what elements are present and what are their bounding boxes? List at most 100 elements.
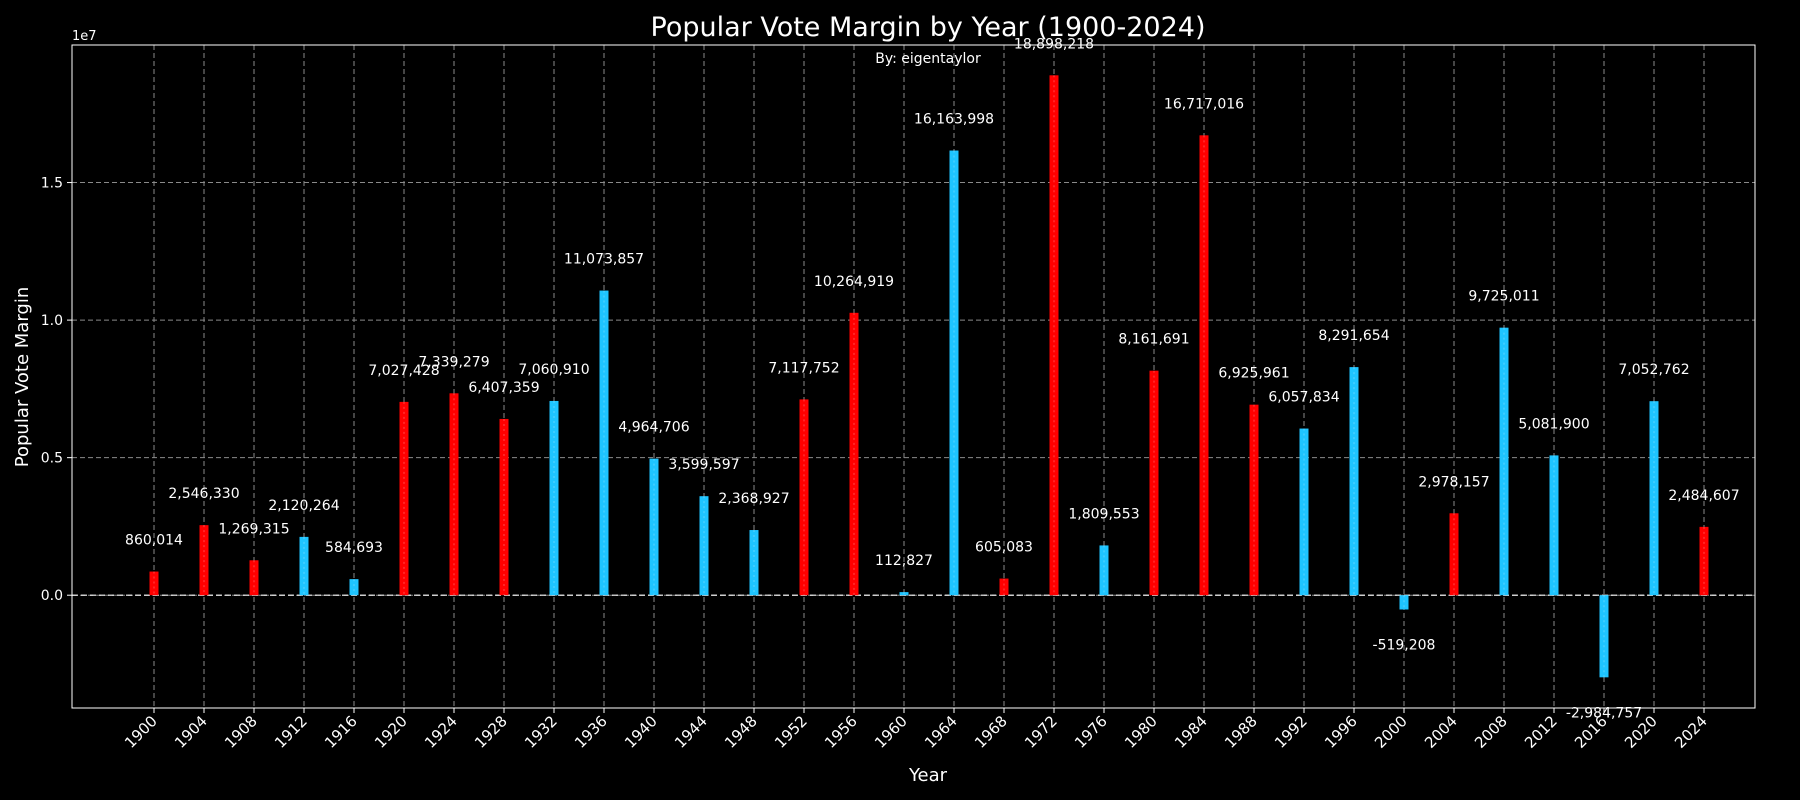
y-tick-label: 1.0 [41, 313, 63, 329]
bar-1972 [1049, 75, 1059, 596]
value-label-1996: 8,291,654 [1318, 328, 1389, 344]
bar-1916 [349, 579, 359, 596]
x-tick-label: 1948 [721, 712, 761, 752]
bar-2012 [1549, 455, 1559, 596]
value-label-1936: 11,073,857 [564, 252, 644, 268]
x-tick-label: 2012 [1521, 712, 1561, 752]
x-tick-label: 1940 [621, 712, 661, 752]
value-labels: 860,014 2,546,330 1,269,315 2,120,264 584,69… [125, 36, 1740, 721]
value-label-2012: 5,081,900 [1518, 416, 1589, 432]
value-label-1960: 112,827 [875, 553, 933, 569]
bar-1956 [849, 312, 859, 596]
bar-1952 [799, 399, 809, 596]
value-label-1952: 7,117,752 [768, 360, 839, 376]
value-label-1972: 18,898,218 [1014, 36, 1094, 52]
value-label-1976: 1,809,553 [1068, 506, 1139, 522]
value-label-1984: 16,717,016 [1164, 96, 1244, 112]
value-label-1988: 6,925,961 [1218, 366, 1289, 382]
x-tick-label: 1964 [921, 712, 961, 752]
x-tick-label: 1960 [871, 712, 911, 752]
x-tick-label: 1932 [521, 712, 561, 752]
value-label-1964: 16,163,998 [914, 112, 994, 128]
value-label-1940: 4,964,706 [618, 420, 689, 436]
axes: 0.0 0.5 1.0 1.5 1900 1904 1908 1912 1916 1920 1924… [41, 176, 1711, 752]
bar-1900 [149, 571, 159, 596]
bar-2024 [1699, 526, 1709, 596]
x-tick-label: 1984 [1171, 712, 1211, 752]
value-label-1968: 605,083 [975, 540, 1033, 556]
bar-2000 [1399, 595, 1409, 610]
bar-2008 [1499, 327, 1509, 596]
chart-subtitle: By: eigentaylor [875, 51, 981, 67]
bar-1984 [1199, 135, 1209, 596]
x-tick-label: 1988 [1221, 712, 1261, 752]
x-tick-label: 2000 [1371, 712, 1411, 752]
value-label-1916: 584,693 [325, 540, 383, 556]
value-label-1928: 6,407,359 [468, 380, 539, 396]
value-label-2008: 9,725,011 [1468, 289, 1539, 305]
bar-1996 [1349, 367, 1359, 596]
bar-1976 [1099, 545, 1109, 596]
value-label-2004: 2,978,157 [1418, 474, 1489, 490]
value-label-1912: 2,120,264 [268, 498, 339, 514]
x-tick-label: 1956 [821, 712, 861, 752]
x-tick-label: 1992 [1271, 712, 1311, 752]
bar-1912 [299, 536, 309, 596]
y-tick-label: 0.5 [41, 451, 63, 467]
x-tick-label: 1972 [1021, 712, 1061, 752]
value-label-1956: 10,264,919 [814, 274, 894, 290]
value-label-2024: 2,484,607 [1668, 488, 1739, 504]
x-tick-label: 1968 [971, 712, 1011, 752]
value-label-2000: -519,208 [1373, 637, 1436, 653]
chart-title: Popular Vote Margin by Year (1900-2024) [651, 12, 1206, 43]
x-tick-label: 1912 [271, 712, 311, 752]
y-tick-label: 1.5 [41, 176, 63, 192]
x-tick-label: 1944 [671, 712, 711, 752]
x-tick-label: 1900 [121, 712, 161, 752]
x-tick-label: 2024 [1671, 712, 1711, 752]
value-label-2020: 7,052,762 [1618, 362, 1689, 378]
x-tick-label: 2004 [1421, 712, 1461, 752]
bar-1920 [399, 401, 409, 596]
value-label-1992: 6,057,834 [1268, 390, 1339, 406]
bar-1904 [199, 525, 209, 596]
bar-1964 [949, 150, 959, 596]
bar-2020 [1649, 401, 1659, 596]
bar-1988 [1249, 404, 1259, 596]
x-tick-label: 1904 [171, 712, 211, 752]
bar-1944 [699, 496, 709, 596]
x-tick-label: 1980 [1121, 712, 1161, 752]
bar-1980 [1149, 370, 1159, 596]
bar-2016 [1599, 595, 1609, 678]
x-tick-label: 1936 [571, 712, 611, 752]
y-tick-label: 0.0 [41, 588, 63, 604]
bar-1924 [449, 393, 459, 596]
value-label-1932: 7,060,910 [518, 362, 589, 378]
value-label-1924: 7,339,279 [418, 354, 489, 370]
value-label-1920: 7,027,428 [368, 363, 439, 379]
x-tick-label: 1996 [1321, 712, 1361, 752]
x-tick-label: 1916 [321, 712, 361, 752]
y-axis-label: Popular Vote Margin [12, 287, 33, 467]
value-label-1900: 860,014 [125, 533, 183, 549]
bars [149, 75, 1709, 678]
bar-1932 [549, 400, 559, 596]
x-axis-label: Year [908, 765, 948, 786]
value-label-1948: 2,368,927 [718, 491, 789, 507]
x-tick-label: 1928 [471, 712, 511, 752]
value-label-1980: 8,161,691 [1118, 332, 1189, 348]
value-label-1908: 1,269,315 [218, 521, 289, 537]
x-tick-label: 1908 [221, 712, 261, 752]
x-tick-label: 1924 [421, 712, 461, 752]
bar-1968 [999, 578, 1009, 596]
bar-2004 [1449, 513, 1459, 596]
bar-1940 [649, 458, 659, 596]
bar-1992 [1299, 428, 1309, 596]
bar-1960 [899, 592, 909, 596]
value-label-2016: -2,984,757 [1566, 705, 1642, 721]
plot-area-frame [71, 44, 1756, 709]
bar-1948 [749, 530, 759, 596]
x-tick-label: 1976 [1071, 712, 1111, 752]
x-tick-label: 1920 [371, 712, 411, 752]
